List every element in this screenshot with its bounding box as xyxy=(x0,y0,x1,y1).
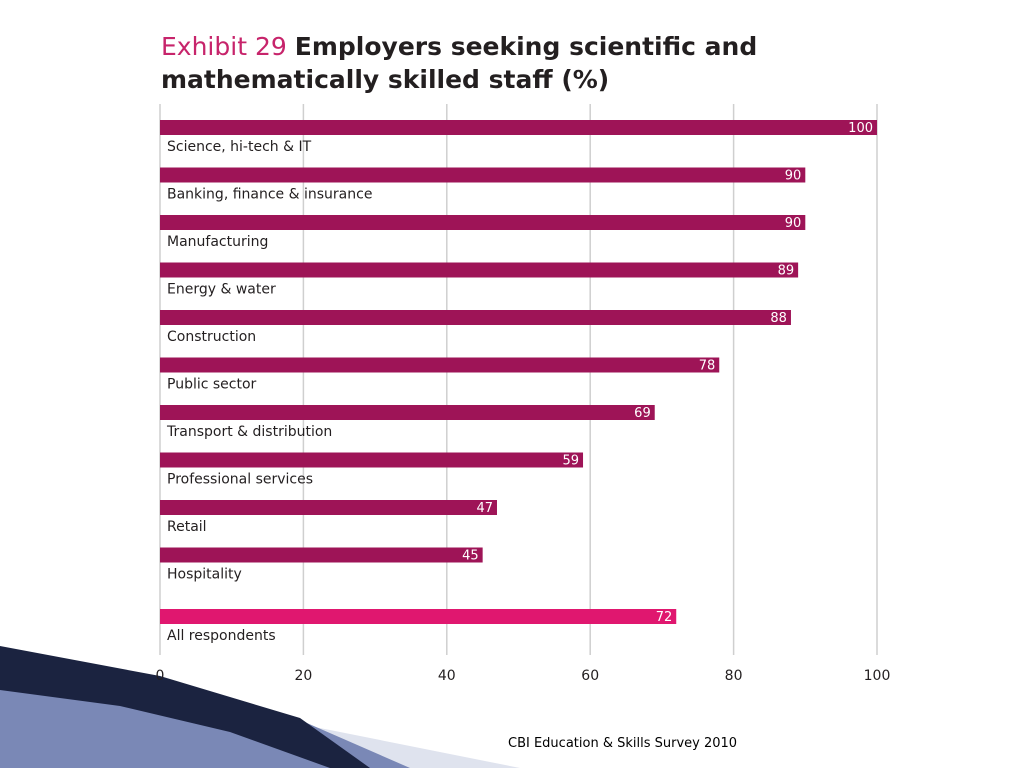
x-tick-label: 60 xyxy=(581,668,599,684)
slide-decoration xyxy=(0,646,520,768)
chart-bars: 100 Science, hi-tech & IT 90 Banking, finan… xyxy=(160,120,877,644)
exhibit-label: Exhibit 29 xyxy=(161,32,287,61)
bar-value-label: 90 xyxy=(785,169,802,184)
chart-title: Exhibit 29 Employers seeking scientific a… xyxy=(161,30,921,96)
chart-x-ticks: 0 20 40 60 80 100 xyxy=(156,668,891,684)
category-label: Science, hi-tech & IT xyxy=(167,139,312,155)
bar-value-label: 100 xyxy=(848,121,873,136)
bar-value-label: 72 xyxy=(656,610,673,625)
bar-manufacturing xyxy=(160,215,806,230)
bar-construction xyxy=(160,310,791,325)
category-label: Retail xyxy=(167,519,207,535)
bar-banking-finance-insurance xyxy=(160,167,806,183)
bar-professional-services xyxy=(160,452,584,468)
category-label: Public sector xyxy=(167,377,257,393)
bar-value-label: 90 xyxy=(785,216,802,231)
bar-value-label: 45 xyxy=(462,549,479,564)
x-tick-label: 0 xyxy=(156,668,165,684)
category-label: Energy & water xyxy=(167,282,276,298)
x-tick-label: 80 xyxy=(725,668,743,684)
bar-public-sector xyxy=(160,357,720,373)
bar-value-label: 59 xyxy=(562,454,579,469)
bar-retail xyxy=(160,500,497,515)
bar-transport-distribution xyxy=(160,405,655,420)
category-label: Construction xyxy=(167,329,256,345)
bar-hospitality xyxy=(160,547,483,563)
category-label: Banking, finance & insurance xyxy=(167,187,372,203)
x-tick-label: 40 xyxy=(438,668,456,684)
bar-science-hi-tech-it xyxy=(160,120,877,135)
source-note: CBI Education & Skills Survey 2010 xyxy=(508,736,738,751)
category-label: All respondents xyxy=(167,628,276,644)
category-label: Professional services xyxy=(167,472,313,488)
bar-value-label: 69 xyxy=(634,406,651,421)
bar-value-label: 78 xyxy=(699,359,716,374)
decor-swoosh-dark xyxy=(0,646,370,768)
bar-value-label: 88 xyxy=(770,311,787,326)
category-label: Transport & distribution xyxy=(166,424,332,440)
x-tick-label: 20 xyxy=(294,668,312,684)
bar-all-respondents xyxy=(160,609,677,624)
chart-title-text: Employers seeking scientific and mathema… xyxy=(161,32,758,94)
bar-energy-water xyxy=(160,262,799,278)
x-tick-label: 100 xyxy=(864,668,891,684)
chart-grid xyxy=(159,104,878,655)
bar-value-label: 47 xyxy=(476,501,493,516)
category-label: Manufacturing xyxy=(167,234,268,250)
category-label: Hospitality xyxy=(167,567,242,583)
bar-value-label: 89 xyxy=(778,264,795,279)
